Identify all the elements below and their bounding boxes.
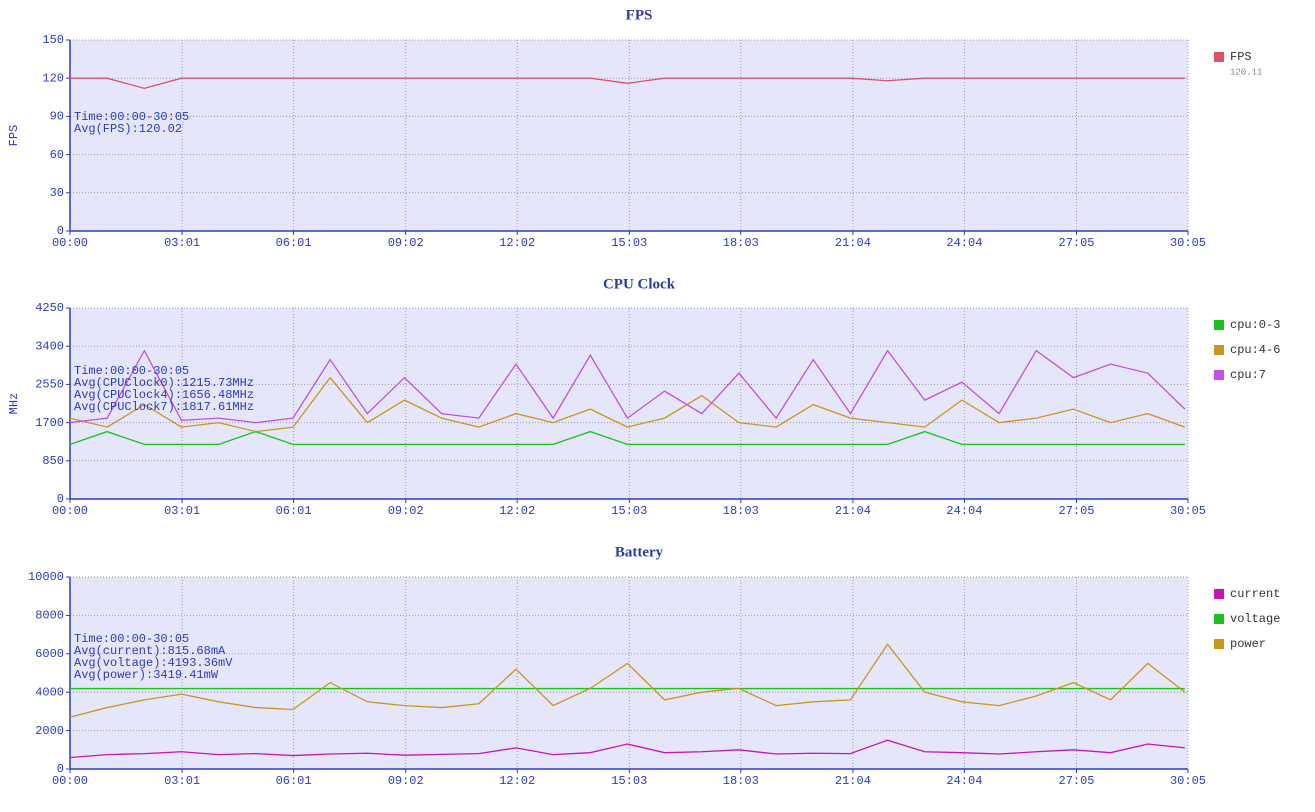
x-tick-label: 09:02 — [388, 504, 424, 518]
legend-swatch — [1214, 320, 1224, 330]
x-tick-label: 27:05 — [1059, 236, 1095, 250]
x-tick-label: 00:00 — [52, 774, 88, 788]
x-tick-label: 21:04 — [835, 774, 871, 788]
legend-label: FPS — [1230, 50, 1252, 64]
y-tick-label: 90 — [50, 110, 64, 124]
x-tick-label: 18:03 — [723, 774, 759, 788]
x-tick-label: 18:03 — [723, 504, 759, 518]
legend-swatch — [1214, 639, 1224, 649]
y-axis-label: FPS — [7, 125, 21, 147]
annotation: Avg(current):815.68mA — [74, 644, 226, 658]
y-tick-label: 60 — [50, 148, 64, 162]
x-tick-label: 06:01 — [276, 504, 312, 518]
x-tick-label: 03:01 — [164, 774, 200, 788]
series-line — [70, 77, 1185, 90]
series-line — [69, 643, 1186, 718]
annotation: Time:00:00-30:05 — [74, 364, 189, 378]
y-tick-label: 8000 — [35, 609, 64, 623]
legend-swatch — [1214, 370, 1224, 380]
annotation: Avg(CPUClock0):1215.73MHz — [74, 376, 254, 390]
x-tick-label: 00:00 — [52, 504, 88, 518]
x-tick-label: 00:00 — [52, 236, 88, 250]
annotation: Avg(FPS):120.02 — [74, 122, 182, 136]
legend-label: voltage — [1230, 612, 1280, 626]
x-tick-label: 03:01 — [164, 236, 200, 250]
y-axis-label: MHz — [7, 393, 21, 415]
x-tick-label: 09:02 — [388, 774, 424, 788]
x-tick-label: 24:04 — [946, 774, 982, 788]
y-tick-label: 3400 — [35, 339, 64, 353]
legend-value: 120.11 — [1230, 67, 1262, 77]
x-tick-label: 21:04 — [835, 236, 871, 250]
y-tick-label: 2000 — [35, 724, 64, 738]
y-tick-label: 2550 — [35, 378, 64, 392]
x-tick-label: 27:05 — [1059, 504, 1095, 518]
x-tick-label: 12:02 — [499, 504, 535, 518]
y-tick-label: 4000 — [35, 685, 64, 699]
series-line — [69, 349, 1186, 424]
chart-title: CPU Clock — [603, 276, 676, 292]
y-tick-label: 150 — [42, 33, 64, 47]
series-line — [69, 376, 1186, 433]
x-tick-label: 30:05 — [1170, 504, 1206, 518]
legend-label: cpu:7 — [1230, 368, 1266, 382]
legend-swatch — [1214, 614, 1224, 624]
x-tick-label: 24:04 — [946, 236, 982, 250]
y-tick-label: 10000 — [28, 570, 64, 584]
annotation: Avg(power):3419.41mW — [74, 668, 219, 682]
legend-label: cpu:4-6 — [1230, 343, 1280, 357]
y-tick-label: 30 — [50, 186, 64, 200]
y-tick-label: 6000 — [35, 647, 64, 661]
y-tick-label: 120 — [42, 71, 64, 85]
legend-label: power — [1230, 637, 1266, 651]
x-tick-label: 15:03 — [611, 504, 647, 518]
legend-label: cpu:0-3 — [1230, 318, 1280, 332]
x-tick-label: 12:02 — [499, 774, 535, 788]
x-tick-label: 30:05 — [1170, 774, 1206, 788]
x-tick-label: 15:03 — [611, 774, 647, 788]
y-tick-label: 850 — [42, 454, 64, 468]
x-tick-label: 03:01 — [164, 504, 200, 518]
x-tick-label: 18:03 — [723, 236, 759, 250]
annotation: Avg(CPUClock7):1817.61MHz — [74, 400, 254, 414]
legend-label: current — [1230, 587, 1280, 601]
x-tick-label: 06:01 — [276, 774, 312, 788]
x-tick-label: 30:05 — [1170, 236, 1206, 250]
annotation: Time:00:00-30:05 — [74, 632, 189, 646]
annotation: Avg(CPUClock4):1656.48MHz — [74, 388, 254, 402]
x-tick-label: 24:04 — [946, 504, 982, 518]
y-tick-label: 0 — [57, 224, 64, 238]
x-tick-label: 21:04 — [835, 504, 871, 518]
legend-swatch — [1214, 52, 1224, 62]
x-tick-label: 27:05 — [1059, 774, 1095, 788]
legend-swatch — [1214, 589, 1224, 599]
x-tick-label: 09:02 — [388, 236, 424, 250]
x-tick-label: 15:03 — [611, 236, 647, 250]
legend-swatch — [1214, 345, 1224, 355]
annotation: Time:00:00-30:05 — [74, 110, 189, 124]
y-tick-label: 4250 — [35, 301, 64, 315]
y-tick-label: 0 — [57, 762, 64, 776]
series-line — [69, 739, 1185, 759]
chart-title: FPS — [626, 7, 653, 23]
x-tick-label: 06:01 — [276, 236, 312, 250]
annotation: Avg(voltage):4193.36mV — [74, 656, 233, 670]
x-tick-label: 12:02 — [499, 236, 535, 250]
chart-title: Battery — [615, 544, 664, 560]
y-tick-label: 1700 — [35, 416, 64, 430]
y-tick-label: 0 — [57, 492, 64, 506]
